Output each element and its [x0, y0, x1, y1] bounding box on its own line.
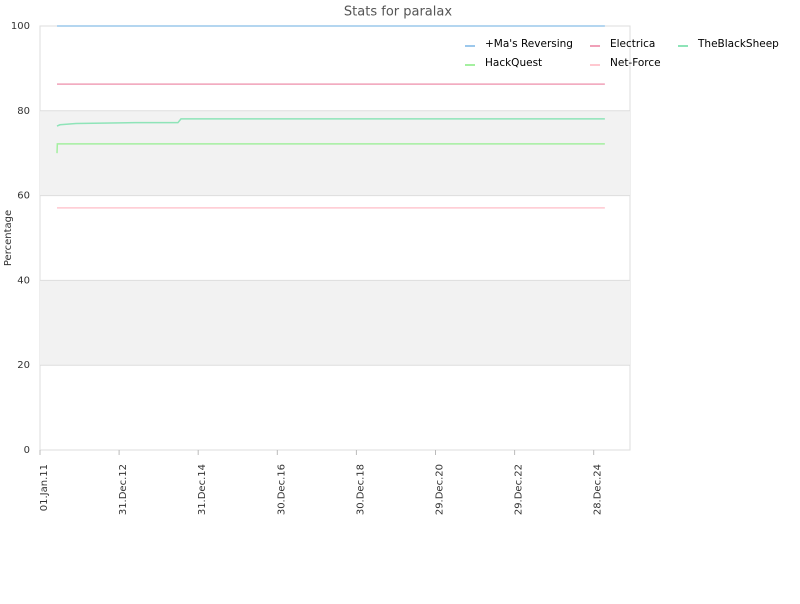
- x-tick-label: 01.Jan.11: [39, 464, 50, 511]
- y-axis-label: Percentage: [3, 210, 14, 266]
- data-line: [56, 143, 605, 154]
- data-line: [56, 118, 605, 127]
- legend-label: HackQuest: [485, 57, 542, 69]
- x-tick-label: 30.Dec.16: [276, 464, 287, 515]
- x-tick-label: 31.Dec.14: [197, 464, 208, 515]
- chart-title: Stats for paralax: [344, 5, 452, 20]
- y-tick-label: 80: [17, 106, 30, 117]
- grid-band: [40, 110, 630, 196]
- y-tick-label: 20: [17, 360, 30, 371]
- y-tick-label: 60: [17, 191, 30, 202]
- x-tick-label: 30.Dec.18: [355, 464, 366, 515]
- x-tick-label: 28.Dec.24: [593, 464, 604, 515]
- y-tick-label: 40: [17, 275, 30, 286]
- x-tick-label: 31.Dec.12: [118, 464, 129, 515]
- y-tick-label: 100: [11, 21, 30, 32]
- legend-label: +Ma's Reversing: [485, 38, 573, 50]
- legend-label: TheBlackSheep: [697, 38, 779, 50]
- legend-label: Electrica: [610, 38, 655, 50]
- x-tick-label: 29.Dec.22: [514, 464, 525, 515]
- grid-band: [40, 280, 630, 366]
- y-tick-label: 0: [24, 445, 30, 456]
- plot-area: [39, 25, 631, 451]
- legend-label: Net-Force: [610, 57, 661, 69]
- x-tick-label: 29.Dec.20: [435, 464, 446, 515]
